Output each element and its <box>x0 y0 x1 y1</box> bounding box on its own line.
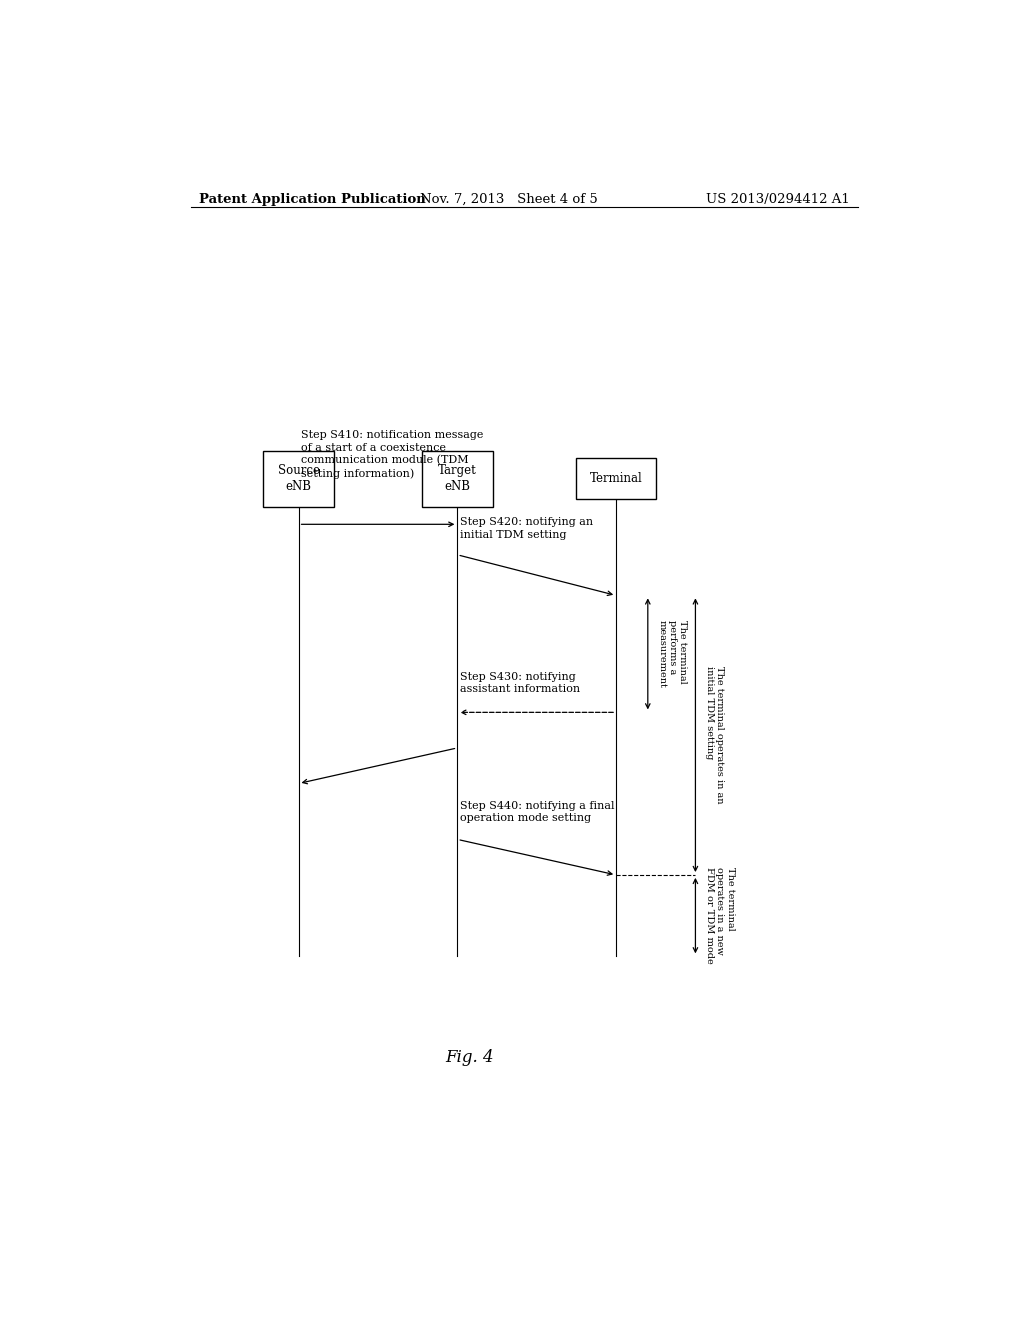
Text: Step S440: notifying a final
operation mode setting: Step S440: notifying a final operation m… <box>460 801 614 824</box>
Bar <box>577 458 655 499</box>
Bar <box>263 450 334 507</box>
Text: Terminal: Terminal <box>590 473 642 484</box>
Bar <box>422 450 494 507</box>
Text: The terminal
performs a
measurement: The terminal performs a measurement <box>657 620 687 688</box>
Text: Target
eNB: Target eNB <box>438 465 477 494</box>
Text: The terminal
operates in a new
FDM or TDM mode: The terminal operates in a new FDM or TD… <box>705 867 735 964</box>
Text: US 2013/0294412 A1: US 2013/0294412 A1 <box>707 193 850 206</box>
Text: Patent Application Publication: Patent Application Publication <box>200 193 426 206</box>
Text: Step S410: notification message
of a start of a coexistence
communication module: Step S410: notification message of a sta… <box>301 430 483 479</box>
Text: Fig. 4: Fig. 4 <box>445 1049 494 1067</box>
Text: The terminal operates in an
initial TDM setting: The terminal operates in an initial TDM … <box>705 667 724 804</box>
Text: Source
eNB: Source eNB <box>278 465 319 494</box>
Text: Step S430: notifying
assistant information: Step S430: notifying assistant informati… <box>460 672 580 694</box>
Text: Step S420: notifying an
initial TDM setting: Step S420: notifying an initial TDM sett… <box>460 517 593 540</box>
Text: Nov. 7, 2013   Sheet 4 of 5: Nov. 7, 2013 Sheet 4 of 5 <box>420 193 598 206</box>
